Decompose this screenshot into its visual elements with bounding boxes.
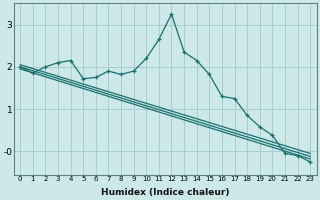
X-axis label: Humidex (Indice chaleur): Humidex (Indice chaleur) [101,188,229,197]
